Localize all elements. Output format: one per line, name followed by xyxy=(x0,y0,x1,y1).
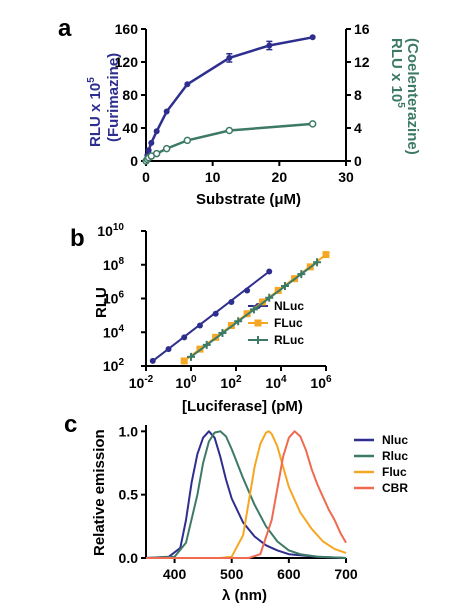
c-x-tick-label: 600 xyxy=(277,566,301,582)
b-y-tick-label: 104 xyxy=(103,323,125,340)
a-right-axis-sublabel: (Coelenterazine) xyxy=(404,38,421,155)
b-data-point xyxy=(244,287,251,294)
b-data-point xyxy=(280,282,289,291)
c-series-line-3 xyxy=(146,430,347,559)
a-right-tick-label: 16 xyxy=(354,21,370,37)
a-x-axis-label: Substrate (μM) xyxy=(196,191,301,208)
a-left-tick-label: 120 xyxy=(115,54,139,70)
panel-label-c: c xyxy=(64,411,77,438)
a-data-point xyxy=(163,108,170,115)
b-data-point xyxy=(149,357,156,364)
c-series-line-1 xyxy=(145,430,347,559)
a-left-axis-sublabel: (Furimazine) xyxy=(105,53,122,142)
panel-label-a: a xyxy=(58,15,72,42)
c-x-tick-label: 500 xyxy=(220,566,244,582)
b-legend-label: FLuc xyxy=(274,316,303,330)
b-data-point xyxy=(180,357,188,365)
b-data-point xyxy=(297,270,306,279)
a-data-point xyxy=(184,81,191,88)
a-right-tick-label: 4 xyxy=(354,120,362,136)
a-x-tick-label: 30 xyxy=(338,169,354,185)
a-data-point xyxy=(148,139,155,146)
a-right-tick-label: 8 xyxy=(354,87,362,103)
b-y-tick-label: 108 xyxy=(103,256,125,273)
c-y-tick-label: 0.0 xyxy=(119,550,139,566)
b-data-point xyxy=(258,298,266,306)
b-data-point xyxy=(187,352,195,361)
b-data-point xyxy=(196,322,203,329)
a-x-tick-label: 10 xyxy=(205,169,221,185)
b-data-point xyxy=(234,317,243,326)
a-data-point xyxy=(226,54,233,61)
a-left-tick-label: 40 xyxy=(122,120,138,136)
a-left-axis-label: RLU x 105 xyxy=(86,77,104,147)
a-right-axis-label: RLU x 105 xyxy=(388,38,406,108)
a-data-point xyxy=(309,34,316,41)
b-data-point xyxy=(181,334,188,341)
b-x-tick-label: 10-2 xyxy=(129,374,154,391)
a-left-tick-label: 80 xyxy=(122,87,138,103)
b-data-point xyxy=(313,258,322,267)
b-data-point xyxy=(265,293,274,302)
b-data-point xyxy=(228,298,235,305)
c-y-tick-label: 0.5 xyxy=(119,487,139,503)
a-data-point xyxy=(183,136,192,145)
b-y-tick-label: 102 xyxy=(103,357,125,374)
c-x-tick-label: 400 xyxy=(163,566,187,582)
panel-a-chart: Substrate (μM) RLU x 105 (Furimazine) RL… xyxy=(86,21,421,208)
b-legend-marker xyxy=(254,336,262,344)
b-x-tick-label: 106 xyxy=(310,374,332,391)
c-x-tick-label: 700 xyxy=(334,566,358,582)
a-right-tick-label: 12 xyxy=(354,54,370,70)
b-x-axis-label: [Luciferase] (pM) xyxy=(182,398,303,415)
b-data-point xyxy=(218,329,227,338)
a-left-tick-label: 0 xyxy=(130,153,138,169)
c-legend-label: Rluc xyxy=(382,449,408,463)
b-data-point xyxy=(212,310,219,317)
a-left-tick-label: 160 xyxy=(115,21,139,37)
b-data-point xyxy=(266,268,273,275)
b-legend-label: RLuc xyxy=(274,333,304,347)
b-x-tick-label: 104 xyxy=(265,374,287,391)
a-data-point xyxy=(225,126,234,135)
a-right-tick-label: 0 xyxy=(354,153,362,169)
c-series-line-0 xyxy=(145,430,347,559)
b-data-point xyxy=(249,305,258,314)
c-legend-label: Fluc xyxy=(382,465,407,479)
a-data-point xyxy=(266,42,273,49)
panel-c-chart: λ (nm) Relative emission 400 500 600 700 0.0… xyxy=(91,423,408,604)
b-legend-marker xyxy=(254,319,262,327)
a-data-point xyxy=(152,149,161,158)
b-y-tick-label: 1010 xyxy=(97,222,124,239)
b-data-point xyxy=(322,251,330,259)
a-x-tick-label: 20 xyxy=(272,169,288,185)
c-series-line-2 xyxy=(146,430,347,559)
a-data-point xyxy=(153,128,160,135)
a-data-point xyxy=(145,147,152,154)
a-data-point xyxy=(308,120,317,128)
panel-label-b: b xyxy=(70,225,85,252)
b-x-tick-label: 100 xyxy=(175,374,197,391)
a-data-point xyxy=(162,144,171,153)
b-y-axis-label: RLU xyxy=(93,287,110,318)
c-legend-label: Nluc xyxy=(382,433,408,447)
c-y-tick-label: 1.0 xyxy=(119,423,139,439)
panel-b-chart: [Luciferase] (pM) RLU 10-2 100 102 104 106 10… xyxy=(93,222,332,415)
c-legend-label: CBR xyxy=(382,481,408,495)
c-y-axis-label: Relative emission xyxy=(91,429,108,556)
b-x-tick-label: 102 xyxy=(220,374,242,391)
b-data-point xyxy=(202,340,211,349)
a-x-tick-label: 0 xyxy=(142,169,150,185)
b-data-point xyxy=(165,346,172,353)
b-y-tick-label: 106 xyxy=(103,290,125,307)
b-series-line-0 xyxy=(152,270,270,362)
c-x-axis-label: λ (nm) xyxy=(222,587,267,604)
b-legend-label: NLuc xyxy=(274,299,304,313)
